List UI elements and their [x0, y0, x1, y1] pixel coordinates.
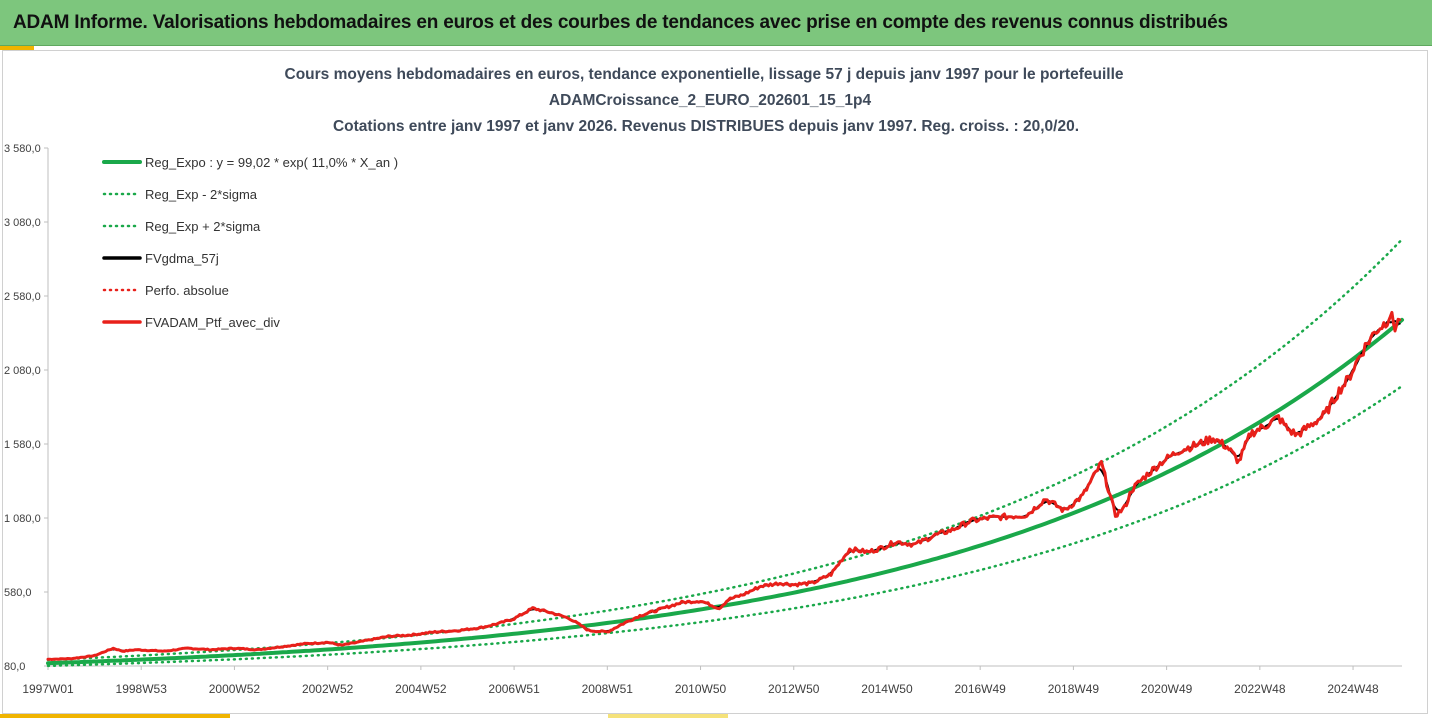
chart-title: Cours moyens hebdomadaires en euros, ten… [284, 66, 1124, 83]
x-tick-label: 2014W50 [861, 682, 913, 696]
legend-label-reg-plus-2sigma: Reg_Exp + 2*sigma [145, 219, 261, 234]
y-tick-label: 2 580,0 [4, 291, 41, 303]
x-tick-label: 2018W49 [1048, 682, 1100, 696]
series-reg-plus-2sigma-line [46, 238, 1404, 662]
y-tick-label: 80,0 [4, 661, 25, 673]
accent-bar-bottom-mid [608, 714, 728, 718]
y-tick-label: 2 080,0 [4, 365, 41, 377]
x-tick-label: 2008W51 [582, 682, 634, 696]
x-tick-label: 2002W52 [302, 682, 354, 696]
legend-label-reg-minus-2sigma: Reg_Exp - 2*sigma [145, 187, 258, 202]
x-tick-label: 2010W50 [675, 682, 727, 696]
header-bar: ADAM Informe. Valorisations hebdomadaire… [0, 0, 1432, 46]
chart-frame [2, 50, 1428, 714]
y-tick-label: 1 080,0 [4, 513, 41, 525]
x-tick-label: 2004W52 [395, 682, 447, 696]
accent-bar-bottom-left [0, 714, 230, 718]
series-reg-expo-line [46, 317, 1404, 666]
x-tick-label: 2024W48 [1327, 682, 1379, 696]
x-tick-label: 2020W49 [1141, 682, 1193, 696]
accent-bar-top [0, 46, 34, 50]
chart-subtitle: Cotations entre janv 1997 et janv 2026. … [332, 118, 1080, 135]
chart-title-portfolio: ADAMCroissance_2_EURO_202601_15_1p4 [548, 92, 872, 109]
legend-label-fvgdma-57j: FVgdma_57j [145, 251, 219, 266]
legend-label-fvadam-ptf: FVADAM_Ptf_avec_div [145, 315, 280, 330]
series-fvadam-ptf-line [46, 310, 1402, 661]
series-fvgdma-57j-line [47, 320, 1401, 661]
x-tick-label: 2000W52 [209, 682, 261, 696]
y-tick-label: 3 080,0 [4, 217, 41, 229]
x-tick-label: 1998W53 [116, 682, 168, 696]
x-tick-label: 2016W49 [954, 682, 1006, 696]
y-tick-label: 3 580,0 [4, 143, 41, 155]
header-title: ADAM Informe. Valorisations hebdomadaire… [13, 12, 1228, 33]
legend-label-reg-expo: Reg_Expo : y = 99,02 * exp( 11,0% * X_an… [145, 155, 398, 170]
x-tick-label: 1997W01 [22, 682, 74, 696]
x-tick-label: 2022W48 [1234, 682, 1286, 696]
x-tick-label: 2012W50 [768, 682, 820, 696]
y-tick-label: 580,0 [4, 587, 32, 599]
x-tick-label: 2006W51 [488, 682, 540, 696]
legend-label-perfo-absolue: Perfo. absolue [145, 283, 229, 298]
y-tick-label: 1 580,0 [4, 439, 41, 451]
series-reg-minus-2sigma-line [46, 384, 1404, 668]
